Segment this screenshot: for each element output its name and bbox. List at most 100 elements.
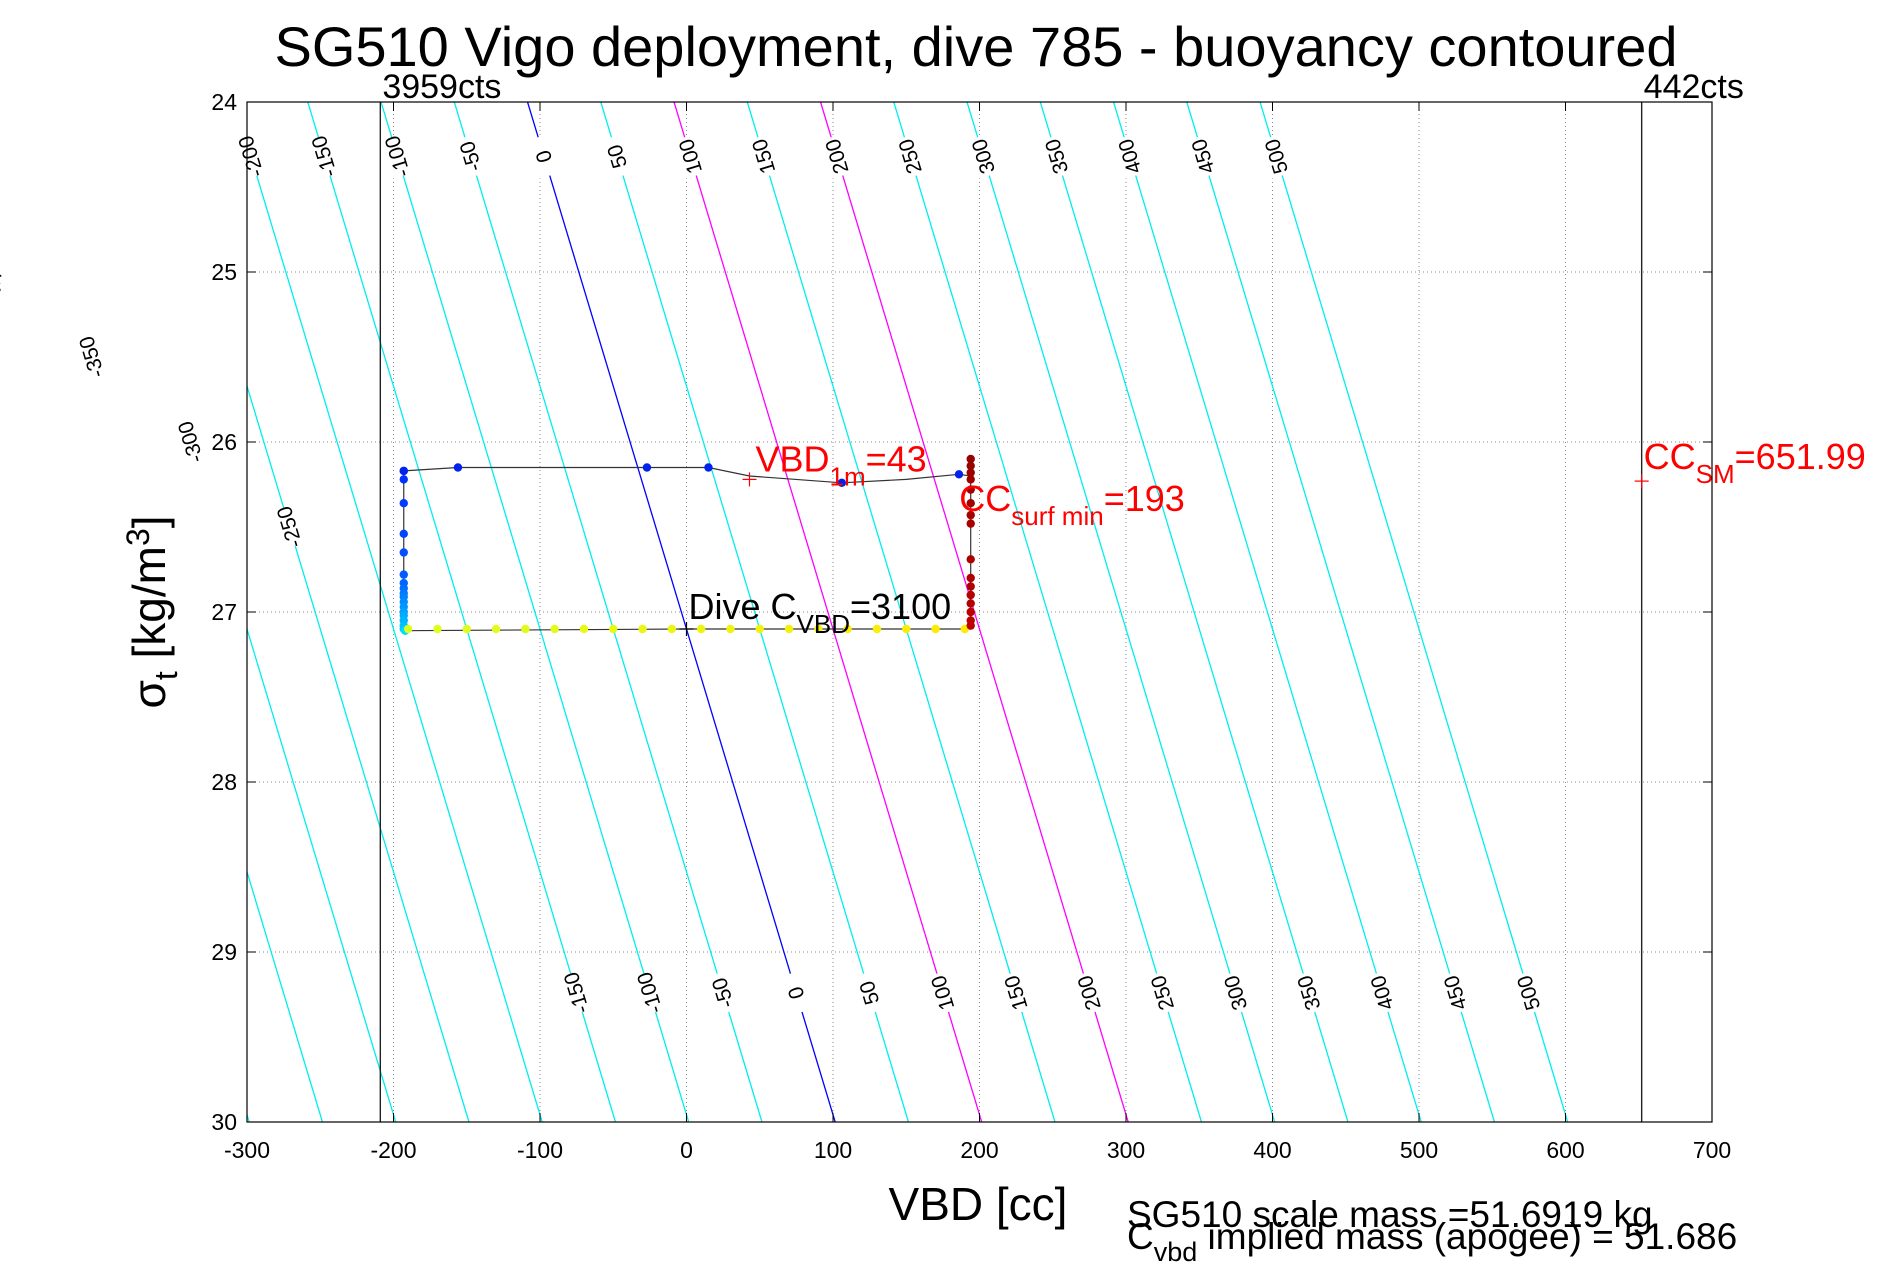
y-tick-label: 28 bbox=[211, 769, 237, 795]
contour-label-bg bbox=[966, 133, 1001, 180]
contour-label-bg bbox=[892, 133, 928, 180]
annotation-divec: Dive CVBD=3100 bbox=[689, 586, 952, 639]
y-axis-label-sup: 3 bbox=[120, 528, 156, 546]
annotation-rest: =651.99 bbox=[1735, 436, 1866, 477]
contour-label-bg bbox=[233, 133, 269, 180]
contour-line bbox=[247, 626, 397, 1122]
data-point bbox=[399, 475, 408, 484]
data-point bbox=[638, 624, 647, 634]
contour-label-bg bbox=[559, 970, 594, 1016]
y-tick-label: 25 bbox=[211, 259, 237, 285]
y-axis-label-sub: t bbox=[148, 671, 184, 680]
contour-label-bg bbox=[0, 249, 11, 295]
contour-label-bg bbox=[272, 504, 307, 550]
annotation-sub: surf min bbox=[1011, 501, 1103, 531]
data-point bbox=[872, 624, 882, 634]
annotation-rest: =43 bbox=[866, 438, 927, 479]
annotation-main: Dive C bbox=[689, 586, 797, 627]
data-point bbox=[966, 599, 975, 608]
grid bbox=[247, 102, 1712, 1122]
data-point bbox=[704, 463, 713, 472]
data-point bbox=[755, 624, 764, 634]
contour-label-bg bbox=[1185, 133, 1221, 180]
contour-label-bg bbox=[453, 133, 488, 180]
data-point bbox=[399, 466, 408, 476]
contour-label-bg bbox=[705, 970, 741, 1016]
annotation-sub: VBD bbox=[797, 609, 850, 639]
annotation-ccsm: CCSM=651.99 bbox=[1644, 436, 1866, 489]
data-point bbox=[966, 621, 975, 630]
data-point bbox=[642, 463, 652, 472]
annotation-main: CC bbox=[959, 478, 1011, 519]
data-point bbox=[954, 470, 964, 479]
contour-line bbox=[1039, 102, 1349, 1122]
contour-label-bg bbox=[1218, 970, 1253, 1016]
x-tick-label: -100 bbox=[517, 1137, 563, 1163]
footer-implied-main: C bbox=[1127, 1216, 1154, 1257]
contour-label-bg bbox=[1145, 970, 1180, 1016]
data-point bbox=[453, 463, 463, 472]
contour-line bbox=[247, 383, 470, 1122]
footer-implied-mass: Cvbd implied mass (apogee) = 51.686 bbox=[1127, 1216, 1737, 1262]
data-point bbox=[966, 454, 975, 464]
contour-label-bg bbox=[1291, 970, 1327, 1016]
count-lines: 3959cts 442cts bbox=[379, 68, 1744, 1122]
contour-label-bg bbox=[925, 970, 960, 1016]
contour-label-bg bbox=[1071, 970, 1107, 1016]
data-point bbox=[399, 499, 408, 508]
contour-label-bg bbox=[1112, 133, 1148, 180]
contour-line bbox=[526, 102, 836, 1122]
x-tick-label: 100 bbox=[814, 1137, 852, 1163]
y-axis-label-close: ] bbox=[123, 515, 175, 528]
data-point bbox=[966, 555, 975, 564]
contour-label-bg bbox=[380, 133, 415, 180]
data-point bbox=[667, 624, 677, 634]
x-tick-label: 600 bbox=[1546, 1137, 1584, 1163]
y-tick-label: 27 bbox=[211, 599, 237, 625]
chart-title: SG510 Vigo deployment, dive 785 - buoyan… bbox=[274, 15, 1677, 78]
annotation-sub: SM bbox=[1696, 459, 1735, 489]
contour-label-bg bbox=[526, 133, 562, 180]
y-axis-label-rest: [kg/m bbox=[123, 546, 175, 671]
data-point bbox=[784, 624, 794, 634]
contour-line bbox=[600, 102, 910, 1122]
data-point bbox=[550, 624, 559, 634]
contour-line bbox=[893, 102, 1203, 1122]
contour-label-bg bbox=[819, 133, 855, 180]
data-point bbox=[433, 624, 442, 634]
data-point bbox=[966, 607, 975, 617]
contour-label-bg bbox=[673, 133, 708, 180]
annotation-rest: =193 bbox=[1104, 478, 1185, 519]
contour-label-bg bbox=[852, 970, 887, 1016]
contour-label-bg bbox=[306, 133, 342, 180]
contour-label-bg bbox=[746, 133, 781, 180]
data-point bbox=[966, 510, 975, 520]
contour-label-bg bbox=[599, 133, 635, 180]
contour-label-bg bbox=[74, 334, 109, 380]
contour-line bbox=[247, 869, 324, 1122]
annotation-vbd1m: VBD1m=43 bbox=[755, 438, 926, 491]
data-point bbox=[521, 624, 530, 634]
contour-label-bg bbox=[1438, 970, 1473, 1016]
x-tick-label: 700 bbox=[1693, 1137, 1731, 1163]
y-tick-label: 30 bbox=[211, 1109, 237, 1135]
data-point bbox=[966, 499, 975, 508]
data-point bbox=[726, 624, 735, 634]
x-tick-label: -300 bbox=[224, 1137, 270, 1163]
x-axis-label: VBD [cc] bbox=[889, 1178, 1068, 1230]
contour-line bbox=[966, 102, 1276, 1122]
contour-label-bg bbox=[173, 419, 208, 465]
data-point bbox=[609, 624, 618, 634]
x-tick-label: 400 bbox=[1253, 1137, 1291, 1163]
annotations: VBD1m=43 CCsurf min=193 CCSM=651.99 Dive CV… bbox=[679, 436, 1866, 639]
x-tick-label: 500 bbox=[1400, 1137, 1438, 1163]
data-point bbox=[931, 624, 940, 634]
x-tick-label: -200 bbox=[370, 1137, 416, 1163]
contour-label-bg bbox=[1259, 133, 1294, 180]
x-tick-label: 300 bbox=[1107, 1137, 1145, 1163]
contour-label-bg bbox=[632, 970, 667, 1016]
contour-line bbox=[1186, 102, 1496, 1122]
contour-line bbox=[673, 102, 983, 1122]
contour-line bbox=[380, 102, 690, 1122]
